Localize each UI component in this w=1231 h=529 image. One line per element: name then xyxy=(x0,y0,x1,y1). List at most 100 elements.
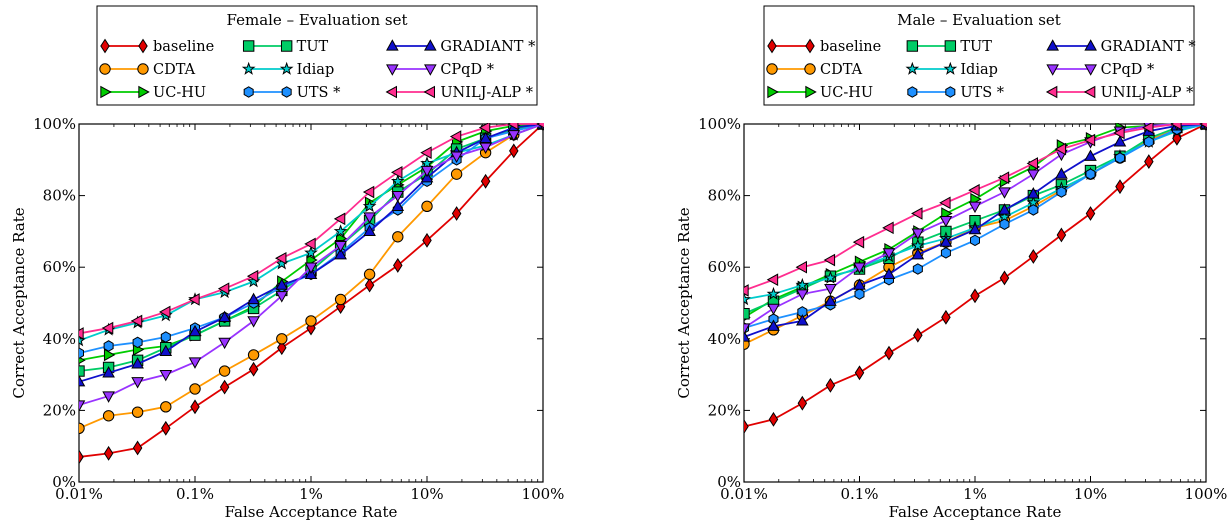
legend-marker xyxy=(386,39,399,51)
plot-area xyxy=(744,123,1207,434)
legend-entry: Idiap xyxy=(241,61,334,78)
chart-panel-male: 0.01% 0.1% 1% 10% 100% 0% 20% 40% 60% 80% 100% Fals… xyxy=(675,5,1228,521)
data-point xyxy=(478,123,491,134)
data-point xyxy=(853,278,866,290)
series-gradiant xyxy=(744,123,1207,342)
data-point xyxy=(1055,167,1068,179)
data-point xyxy=(362,185,375,199)
series-unilj-alp xyxy=(79,123,544,340)
data-point xyxy=(852,235,865,249)
data-point xyxy=(219,379,230,395)
legend-marker xyxy=(943,61,958,75)
legend-label: UTS * xyxy=(297,85,341,101)
series-baseline xyxy=(744,123,1207,434)
legend-marker xyxy=(423,85,435,99)
legend-marker xyxy=(242,40,255,52)
legend-label: TUT xyxy=(297,39,329,55)
data-point xyxy=(390,174,405,188)
legend-entry: CDTA xyxy=(766,62,863,78)
data-point xyxy=(744,419,749,434)
data-point xyxy=(999,218,1010,231)
data-point xyxy=(391,199,405,211)
data-point xyxy=(1027,187,1040,199)
data-point xyxy=(1056,227,1067,243)
legend-marker xyxy=(906,40,919,52)
data-point xyxy=(333,212,346,226)
plot-area xyxy=(79,123,544,465)
data-point xyxy=(796,289,809,301)
legend-label: UC-HU xyxy=(820,85,873,101)
legend-box xyxy=(96,5,538,106)
data-point xyxy=(363,224,376,237)
legend-marker xyxy=(424,64,437,76)
legend-marker xyxy=(424,39,437,51)
data-point xyxy=(420,146,432,159)
data-point xyxy=(218,365,231,377)
legend-label: UC-HU xyxy=(153,85,206,101)
legend-entry: UNILJ-ALP * xyxy=(1045,85,1194,101)
data-point xyxy=(131,357,144,369)
data-point xyxy=(79,375,86,387)
data-point xyxy=(102,391,115,403)
legend-marker xyxy=(805,38,815,54)
legend-marker xyxy=(1084,39,1097,51)
data-point xyxy=(79,400,86,412)
x-tick-label: 100% xyxy=(1185,485,1228,503)
data-point xyxy=(768,411,779,427)
data-point xyxy=(854,288,865,300)
legend-marker xyxy=(99,63,111,75)
data-point xyxy=(248,361,259,377)
data-point xyxy=(999,270,1010,286)
data-point xyxy=(941,309,951,325)
legend-entry: CPqD * xyxy=(1046,62,1155,78)
data-point xyxy=(247,316,260,328)
data-point xyxy=(304,262,318,274)
data-point xyxy=(450,168,463,180)
x-axis-label: False Acceptance Rate xyxy=(889,503,1062,521)
data-point xyxy=(479,131,492,143)
legend-marker xyxy=(243,86,254,98)
legend-marker xyxy=(907,86,918,98)
legend-entry: GRADIANT * xyxy=(1046,39,1197,55)
legend-marker xyxy=(137,63,149,75)
data-point xyxy=(939,235,953,247)
data-point xyxy=(391,190,405,203)
y-tick-label: 100% xyxy=(33,115,76,133)
legend-label: CDTA xyxy=(153,62,196,78)
data-point xyxy=(744,292,751,306)
data-point xyxy=(1114,152,1125,164)
data-point xyxy=(1113,126,1125,140)
data-point xyxy=(305,315,317,327)
x-tick-label: 0.01% xyxy=(720,485,768,503)
legend-label: CPqD * xyxy=(1101,62,1155,78)
x-tick-label: 0.01% xyxy=(55,485,103,503)
data-point xyxy=(247,349,260,361)
data-point xyxy=(766,273,779,287)
legend-entry: TUT xyxy=(242,39,329,55)
data-point xyxy=(188,357,202,369)
series-unilj-alp xyxy=(744,123,1207,297)
data-point xyxy=(911,247,925,260)
data-point xyxy=(1113,135,1127,147)
legend-marker xyxy=(805,85,817,99)
data-point xyxy=(1115,179,1125,195)
data-point xyxy=(392,231,404,243)
data-point xyxy=(101,321,114,335)
legend-marker xyxy=(1084,64,1097,76)
legend-marker xyxy=(100,38,110,54)
legend-marker xyxy=(804,63,816,75)
y-tick-label: 80% xyxy=(708,187,741,205)
data-point xyxy=(998,187,1011,199)
data-point xyxy=(333,224,348,238)
data-point xyxy=(218,337,231,350)
data-point xyxy=(79,449,84,465)
legend-label: GRADIANT * xyxy=(1101,39,1197,55)
data-point xyxy=(421,200,433,213)
legend-marker xyxy=(905,61,920,75)
data-point xyxy=(159,369,173,382)
legend-marker xyxy=(138,38,148,54)
data-point xyxy=(744,330,751,342)
data-point xyxy=(79,422,85,434)
data-point xyxy=(911,207,923,220)
data-point xyxy=(103,348,116,362)
